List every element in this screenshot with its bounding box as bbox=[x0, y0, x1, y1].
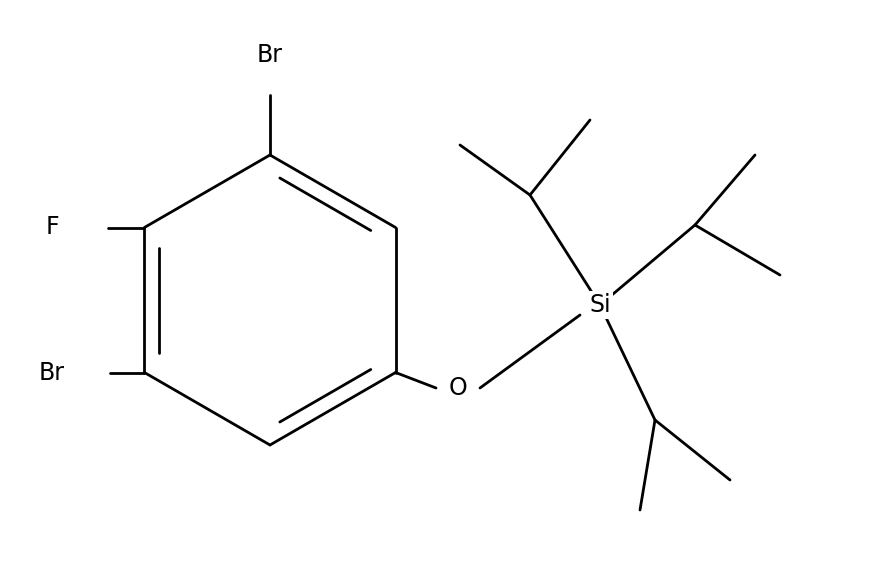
Text: F: F bbox=[46, 216, 59, 239]
Text: Br: Br bbox=[257, 43, 283, 67]
Text: O: O bbox=[449, 376, 468, 400]
Text: Si: Si bbox=[590, 293, 611, 317]
Text: Br: Br bbox=[39, 361, 65, 384]
